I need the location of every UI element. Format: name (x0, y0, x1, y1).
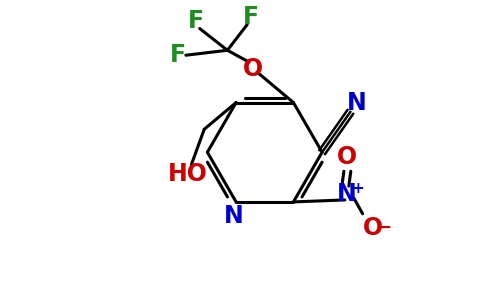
Text: F: F (170, 43, 186, 67)
Text: −: − (376, 218, 393, 237)
Text: F: F (188, 9, 204, 33)
Text: O: O (243, 57, 263, 81)
Text: O: O (363, 216, 383, 240)
Text: N: N (347, 91, 366, 115)
Text: F: F (243, 5, 259, 29)
Text: N: N (337, 182, 357, 206)
Text: O: O (337, 146, 357, 170)
Text: N: N (224, 204, 244, 228)
Text: HO: HO (167, 163, 207, 187)
Text: +: + (351, 181, 364, 196)
